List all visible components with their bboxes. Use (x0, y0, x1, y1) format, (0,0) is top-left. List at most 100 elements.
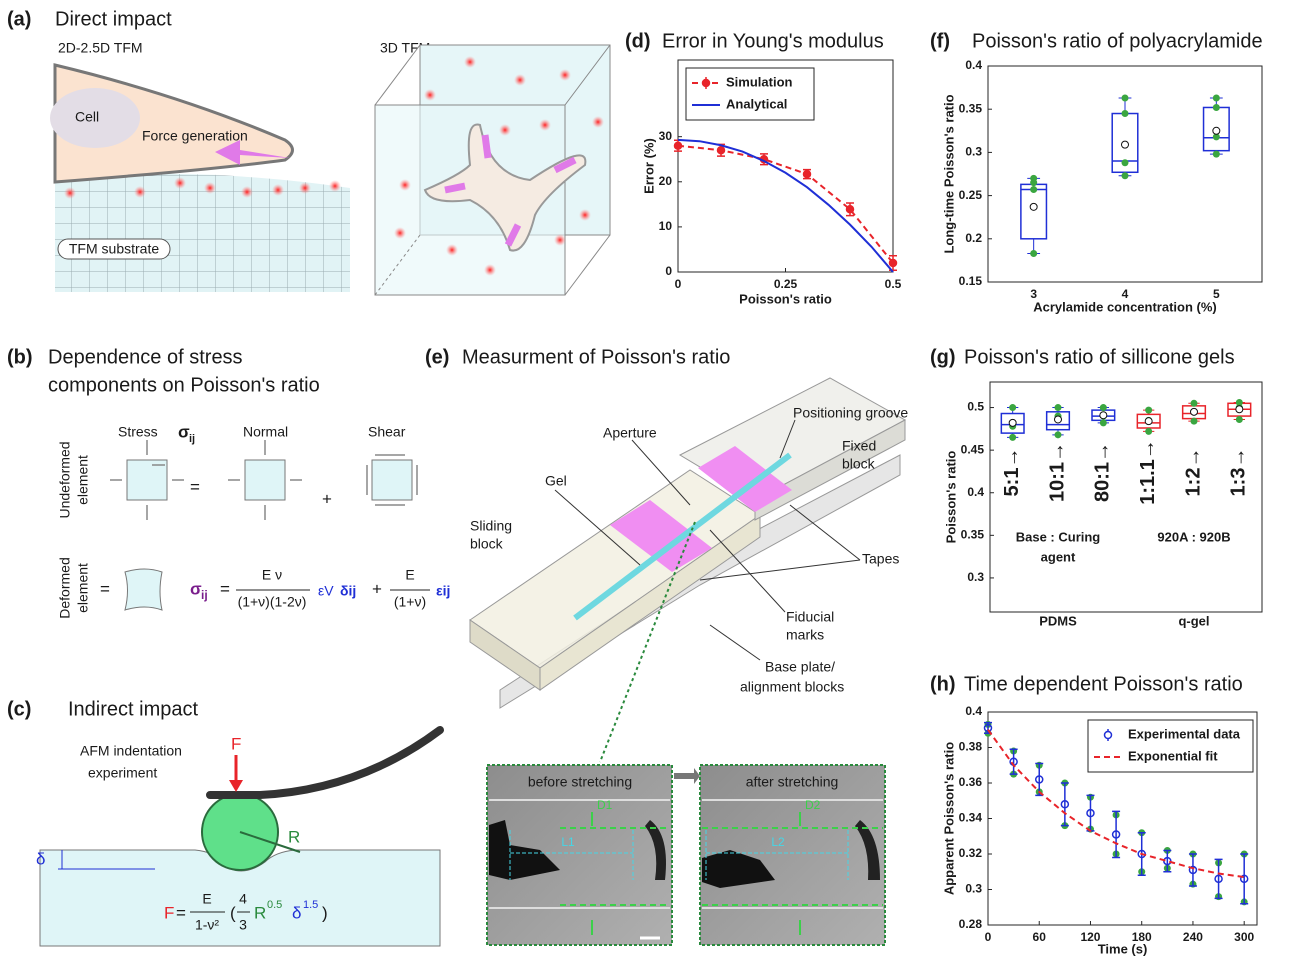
raw-point (1145, 428, 1152, 435)
panel-label: (d) (625, 30, 651, 52)
device-label: Tapes (862, 551, 899, 567)
device-label: Gel (545, 473, 567, 489)
y-tick-label: 0.28 (959, 917, 983, 931)
panel-title: Dependence of stress (48, 346, 243, 368)
formula: F (164, 903, 174, 922)
raw-point (1122, 94, 1129, 101)
marker (804, 171, 811, 178)
formula: ) (322, 903, 328, 922)
panel-label: (f) (930, 30, 950, 52)
numerator: E (405, 567, 414, 583)
x-tick-label: 5 (1213, 287, 1220, 301)
label: F (231, 734, 241, 753)
subtitle: 2D-2.5D TFM (58, 40, 143, 56)
x-tick-label: 60 (1033, 930, 1047, 944)
raw-point (1236, 399, 1243, 406)
group-label: PDMS (1039, 613, 1077, 628)
mean (1100, 412, 1107, 419)
device-label: marks (786, 627, 824, 643)
device-label: alignment blocks (740, 679, 844, 695)
symbol: εij (436, 583, 450, 599)
legend-label: Simulation (726, 74, 793, 89)
formula: 3 (239, 917, 247, 933)
row-label: element (75, 455, 91, 505)
mean (1236, 406, 1243, 413)
annotation: agent (1041, 549, 1076, 564)
annotation: 920A : 920B (1157, 529, 1230, 544)
device-label: Aperture (603, 425, 657, 441)
y-tick-label: 0.32 (959, 846, 983, 860)
raw-point (1191, 418, 1198, 425)
raw-point (1030, 186, 1037, 193)
panel-title: Measurment of Poisson's ratio (462, 346, 730, 368)
marker (847, 206, 854, 213)
label: R (288, 827, 300, 846)
x-axis-label: Poisson's ratio (739, 291, 832, 306)
label: Shear (368, 424, 406, 440)
device-label: Sliding (470, 518, 512, 534)
y-axis-label: Error (%) (641, 138, 656, 194)
raw-point (1122, 159, 1129, 166)
operator: + (372, 579, 382, 598)
dimension-label: D2 (805, 798, 821, 812)
legend-label: Analytical (726, 96, 787, 111)
row-label: element (75, 563, 91, 613)
y-tick-label: 0.34 (959, 811, 983, 825)
category-label: 5:1→ (1001, 448, 1023, 497)
x-tick-label: 4 (1122, 287, 1129, 301)
y-tick-label: 0.15 (959, 274, 983, 288)
chart-title: Poisson's ratio of polyacrylamide (972, 30, 1263, 52)
raw-point (1030, 250, 1037, 257)
category-label: 1:2→ (1182, 448, 1204, 497)
raw-point (1122, 172, 1129, 179)
operator: + (322, 489, 332, 508)
raw-point (1236, 416, 1243, 423)
panel-title: components on Poisson's ratio (48, 374, 320, 396)
formula: R (254, 903, 266, 922)
formula: E (202, 891, 211, 907)
formula: = (176, 903, 186, 922)
panel-label: (b) (7, 346, 33, 368)
elements (125, 460, 412, 610)
legend-swatch (1105, 732, 1112, 739)
denominator: (1+ν) (394, 594, 426, 610)
panel-label: (g) (930, 346, 956, 368)
legend-label: Experimental data (1128, 726, 1241, 741)
subscript: ij (189, 433, 195, 445)
device-label: Base plate/ (765, 659, 835, 675)
category-label: 10:1→ (1046, 442, 1068, 502)
mean (1122, 141, 1129, 148)
mean (1145, 418, 1152, 425)
chart: (g)Poisson's ratio of sillicone gelsPois… (930, 346, 1262, 628)
raw-point (1213, 104, 1220, 111)
x-tick-label: 180 (1132, 930, 1152, 944)
cantilever (210, 730, 440, 795)
formula: 1.5 (303, 899, 318, 911)
chart-title: Time dependent Poisson's ratio (964, 673, 1243, 695)
panel-label: (a) (7, 8, 31, 30)
y-tick-label: 10 (659, 219, 673, 233)
numerator: E ν (262, 567, 282, 583)
label: Normal (243, 424, 288, 440)
label: TFM substrate (69, 241, 159, 257)
y-tick-label: 0.3 (965, 882, 982, 896)
y-tick-label: 0.4 (965, 58, 982, 72)
y-tick-label: 0.35 (961, 528, 985, 542)
raw-point (1122, 110, 1129, 117)
operator: = (100, 579, 110, 598)
raw-point (1100, 419, 1107, 426)
panel-title: Indirect impact (68, 698, 198, 720)
device-label: block (470, 536, 504, 552)
mean (1213, 127, 1220, 134)
label: Force generation (142, 128, 248, 144)
panel-e: (e) Measurment of Poisson's ratio Positi… (425, 346, 908, 945)
raw-point (1213, 151, 1220, 158)
mean (1030, 203, 1037, 210)
symbol: δij (340, 583, 356, 599)
raw-point (1191, 400, 1198, 407)
y-axis-label: Long-time Poisson's ratio (941, 94, 956, 253)
x-tick-label: 0.25 (774, 277, 798, 291)
chart: (d)Error in Young's modulusPoisson's rat… (625, 30, 902, 306)
raw-point (1055, 404, 1062, 411)
legend-swatch (703, 80, 710, 87)
